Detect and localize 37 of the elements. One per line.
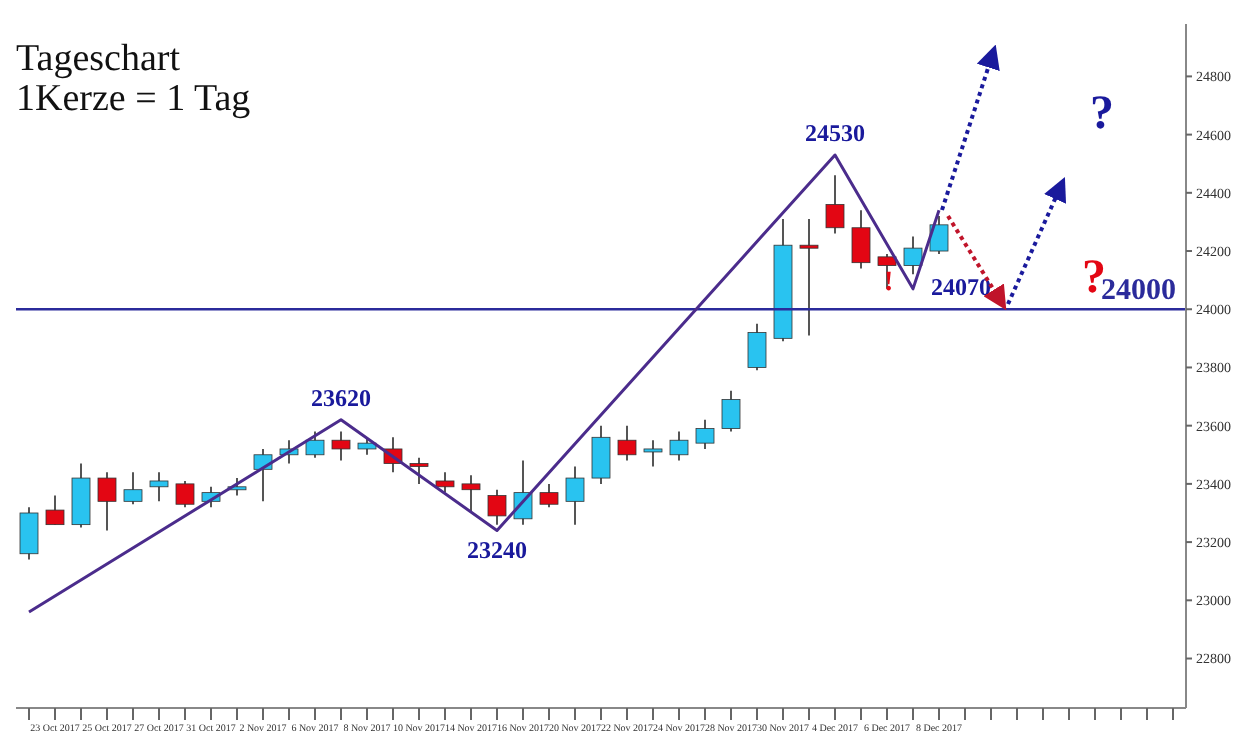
candlestick <box>487 488 507 526</box>
data-label: 23240 <box>467 536 527 565</box>
candlestick <box>45 494 65 526</box>
ref-line-label: 24000 <box>1101 275 1176 308</box>
candlestick <box>97 471 117 532</box>
candlestick <box>721 389 741 433</box>
candlestick <box>331 430 351 462</box>
annotation: ! <box>884 268 894 300</box>
candlestick <box>747 322 767 372</box>
candlestick <box>851 209 871 270</box>
candlestick <box>175 479 195 509</box>
candlestick <box>71 462 91 529</box>
candlestick <box>461 474 481 514</box>
candlestick <box>19 506 39 561</box>
candlestick <box>565 465 585 526</box>
candlestick <box>643 439 663 468</box>
candlestick <box>123 471 143 506</box>
candlestick <box>903 235 923 276</box>
data-label: 24530 <box>805 118 865 147</box>
candlestick <box>695 418 715 450</box>
chart-title: Tageschart <box>16 38 183 80</box>
candlestick <box>435 471 455 494</box>
candlestick <box>669 430 689 462</box>
candlestick <box>877 252 897 290</box>
annotation: ? <box>1090 88 1114 142</box>
candlestick <box>591 424 611 485</box>
data-label: 24070 <box>931 272 991 301</box>
candlestick <box>825 174 845 235</box>
candlestick <box>409 456 429 485</box>
candlestick <box>799 218 819 337</box>
data-label: 23620 <box>311 383 371 412</box>
candlestick <box>539 482 559 509</box>
candlestick <box>617 424 637 462</box>
candlestick <box>305 430 325 459</box>
text: 1Kerze = 1 Tag <box>16 78 251 120</box>
candlestick <box>929 215 949 255</box>
candlestick <box>149 471 169 503</box>
